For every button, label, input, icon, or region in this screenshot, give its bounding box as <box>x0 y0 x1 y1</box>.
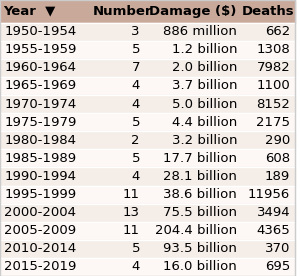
Text: 204.4 billion: 204.4 billion <box>155 224 237 237</box>
Text: 75.5 billion: 75.5 billion <box>163 206 237 219</box>
Text: 1.2 billion: 1.2 billion <box>172 43 237 56</box>
Text: 189: 189 <box>265 170 290 183</box>
Text: 17.7 billion: 17.7 billion <box>163 152 237 165</box>
Text: 1975-1979: 1975-1979 <box>4 116 77 129</box>
Text: 4: 4 <box>132 261 140 274</box>
Bar <box>0 0 295 23</box>
Text: 93.5 billion: 93.5 billion <box>163 242 237 255</box>
Text: 3: 3 <box>131 25 140 38</box>
Text: 1965-1969: 1965-1969 <box>4 79 76 92</box>
Text: 4: 4 <box>132 79 140 92</box>
Bar <box>0 204 295 222</box>
Bar <box>0 258 295 276</box>
Text: 1970-1974: 1970-1974 <box>4 98 77 111</box>
Text: 5: 5 <box>131 152 140 165</box>
Text: Number: Number <box>92 5 152 18</box>
Bar <box>0 59 295 77</box>
Text: 2000-2004: 2000-2004 <box>4 206 76 219</box>
Text: 2010-2014: 2010-2014 <box>4 242 77 255</box>
Text: 7982: 7982 <box>256 61 290 74</box>
Text: 4: 4 <box>132 98 140 111</box>
Bar <box>0 185 295 204</box>
Text: 28.1 billion: 28.1 billion <box>163 170 237 183</box>
Text: 1308: 1308 <box>256 43 290 56</box>
Bar <box>0 95 295 113</box>
Text: 662: 662 <box>265 25 290 38</box>
Text: 290: 290 <box>265 134 290 147</box>
Text: 8152: 8152 <box>256 98 290 111</box>
Text: 13: 13 <box>123 206 140 219</box>
Text: 2015-2019: 2015-2019 <box>4 261 77 274</box>
Text: 886 million: 886 million <box>163 25 237 38</box>
Text: 38.6 billion: 38.6 billion <box>164 188 237 201</box>
Bar <box>0 77 295 95</box>
Text: 1995-1999: 1995-1999 <box>4 188 76 201</box>
Text: 5.0 billion: 5.0 billion <box>172 98 237 111</box>
Text: 1955-1959: 1955-1959 <box>4 43 77 56</box>
Bar <box>0 41 295 59</box>
Bar <box>0 131 295 149</box>
Bar <box>0 23 295 41</box>
Text: 2: 2 <box>131 134 140 147</box>
Text: 1990-1994: 1990-1994 <box>4 170 76 183</box>
Text: 4365: 4365 <box>256 224 290 237</box>
Text: 2005-2009: 2005-2009 <box>4 224 76 237</box>
Text: 5: 5 <box>131 116 140 129</box>
Text: 608: 608 <box>265 152 290 165</box>
Text: 1960-1964: 1960-1964 <box>4 61 76 74</box>
Text: 695: 695 <box>265 261 290 274</box>
Text: 1950-1954: 1950-1954 <box>4 25 77 38</box>
Text: 4: 4 <box>132 170 140 183</box>
Bar <box>0 168 295 185</box>
Text: 1985-1989: 1985-1989 <box>4 152 76 165</box>
Text: 3494: 3494 <box>256 206 290 219</box>
Text: 5: 5 <box>131 43 140 56</box>
Text: Deaths: Deaths <box>242 5 294 18</box>
Bar <box>0 149 295 168</box>
Text: Damage ($): Damage ($) <box>149 5 237 18</box>
Text: 5: 5 <box>131 242 140 255</box>
Text: 1980-1984: 1980-1984 <box>4 134 76 147</box>
Text: 3.7 billion: 3.7 billion <box>172 79 237 92</box>
Text: 370: 370 <box>265 242 290 255</box>
Text: 4.4 billion: 4.4 billion <box>172 116 237 129</box>
Text: Year  ▼: Year ▼ <box>3 5 55 18</box>
Text: 7: 7 <box>131 61 140 74</box>
Text: 2.0 billion: 2.0 billion <box>172 61 237 74</box>
Bar <box>0 222 295 240</box>
Text: 1100: 1100 <box>256 79 290 92</box>
Text: 3.2 billion: 3.2 billion <box>172 134 237 147</box>
Text: 11: 11 <box>123 188 140 201</box>
Text: 2175: 2175 <box>256 116 290 129</box>
Bar <box>0 113 295 131</box>
Text: 11956: 11956 <box>248 188 290 201</box>
Text: 11: 11 <box>123 224 140 237</box>
Text: 16.0 billion: 16.0 billion <box>164 261 237 274</box>
Bar <box>0 240 295 258</box>
